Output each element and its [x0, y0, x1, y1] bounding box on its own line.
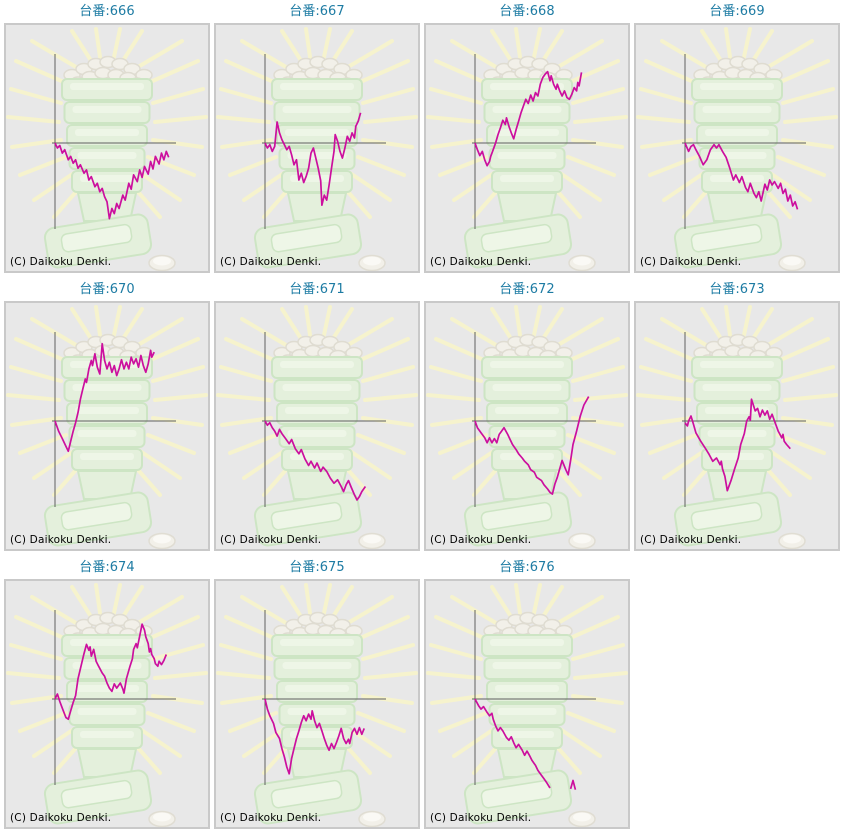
- slump-line: [264, 112, 362, 207]
- machine-cell: 台番:666 (C) Daikoku Denki.: [4, 2, 210, 273]
- line-layer: [54, 142, 170, 220]
- machine-artwork: [8, 29, 206, 271]
- slump-graph-panel: (C) Daikoku Denki.: [424, 301, 630, 551]
- machine-cell: 台番:667 (C) Daikoku Denki.: [214, 2, 420, 273]
- slump-graph-panel: (C) Daikoku Denki.: [214, 579, 420, 829]
- slump-chart-svg: [636, 303, 838, 549]
- line-layer: [474, 70, 583, 167]
- slump-graph-panel: (C) Daikoku Denki.: [214, 23, 420, 273]
- machine-cell: 台番:672 (C) Daikoku Denki.: [424, 280, 630, 551]
- slump-chart-svg: [426, 581, 628, 827]
- machine-cell: 台番:669 (C) Daikoku Denki.: [634, 2, 840, 273]
- machine-cell: 台番:674 (C) Daikoku Denki.: [4, 558, 210, 829]
- slump-chart-svg: [6, 25, 208, 271]
- copyright-label: (C) Daikoku Denki.: [430, 812, 532, 824]
- machine-artwork: [638, 29, 836, 271]
- copyright-label: (C) Daikoku Denki.: [430, 534, 532, 546]
- slump-chart-svg: [636, 25, 838, 271]
- machine-cell: 台番:671 (C) Daikoku Denki.: [214, 280, 420, 551]
- machine-artwork: [218, 585, 416, 827]
- slump-line: [569, 779, 577, 790]
- slump-chart-svg: [216, 303, 418, 549]
- slump-chart-svg: [6, 581, 208, 827]
- line-layer: [264, 698, 365, 775]
- machine-artwork: [8, 585, 206, 827]
- line-layer: [54, 623, 168, 721]
- copyright-label: (C) Daikoku Denki.: [640, 256, 742, 268]
- machine-cell: 台番:676 (C) Daikoku Denki.: [424, 558, 630, 829]
- machine-title: 台番:667: [289, 4, 345, 19]
- machine-title: 台番:676: [499, 560, 555, 575]
- machine-artwork: [428, 29, 626, 271]
- machine-artwork: [218, 29, 416, 271]
- machine-title: 台番:666: [79, 4, 135, 19]
- slump-graph-panel: (C) Daikoku Denki.: [4, 23, 210, 273]
- slump-line: [474, 698, 551, 789]
- slump-chart-svg: [426, 303, 628, 549]
- line-layer: [474, 698, 577, 790]
- machine-cell: 台番:673 (C) Daikoku Denki.: [634, 280, 840, 551]
- machine-cell: 台番:675 (C) Daikoku Denki.: [214, 558, 420, 829]
- copyright-label: (C) Daikoku Denki.: [430, 256, 532, 268]
- machine-title: 台番:669: [709, 4, 765, 19]
- slump-line: [54, 623, 168, 721]
- slump-line: [684, 398, 791, 492]
- line-layer: [684, 398, 791, 492]
- slump-graph-panel: (C) Daikoku Denki.: [4, 579, 210, 829]
- copyright-label: (C) Daikoku Denki.: [220, 534, 322, 546]
- machine-title: 台番:671: [289, 282, 345, 297]
- slump-graph-panel: (C) Daikoku Denki.: [634, 23, 840, 273]
- slump-chart-svg: [426, 25, 628, 271]
- slump-graph-panel: (C) Daikoku Denki.: [424, 579, 630, 829]
- slump-chart-svg: [216, 25, 418, 271]
- copyright-label: (C) Daikoku Denki.: [10, 256, 112, 268]
- slump-line: [474, 70, 583, 167]
- machine-artwork: [638, 307, 836, 549]
- machine-artwork: [218, 307, 416, 549]
- slump-graph-panel: (C) Daikoku Denki.: [424, 23, 630, 273]
- machine-artwork: [8, 307, 206, 549]
- copyright-label: (C) Daikoku Denki.: [10, 534, 112, 546]
- machine-title: 台番:673: [709, 282, 765, 297]
- slump-line: [54, 142, 170, 220]
- slump-graph-panel: (C) Daikoku Denki.: [4, 301, 210, 551]
- machine-title: 台番:668: [499, 4, 555, 19]
- line-layer: [54, 342, 155, 453]
- line-layer: [264, 112, 362, 207]
- slump-graph-panel: (C) Daikoku Denki.: [214, 301, 420, 551]
- slump-line: [264, 698, 365, 775]
- copyright-label: (C) Daikoku Denki.: [640, 534, 742, 546]
- machine-title: 台番:670: [79, 282, 135, 297]
- slump-chart-svg: [6, 303, 208, 549]
- machine-cell: 台番:670 (C) Daikoku Denki.: [4, 280, 210, 551]
- machine-title: 台番:672: [499, 282, 555, 297]
- slump-graph-panel: (C) Daikoku Denki.: [634, 301, 840, 551]
- machine-artwork: [428, 585, 626, 827]
- slump-line: [54, 342, 155, 453]
- copyright-label: (C) Daikoku Denki.: [220, 812, 322, 824]
- machine-artwork: [428, 307, 626, 549]
- slump-line: [684, 142, 799, 210]
- slump-line: [474, 396, 590, 495]
- copyright-label: (C) Daikoku Denki.: [10, 812, 112, 824]
- line-layer: [264, 420, 367, 501]
- machine-title: 台番:674: [79, 560, 135, 575]
- machine-title: 台番:675: [289, 560, 345, 575]
- line-layer: [684, 142, 799, 210]
- slump-line: [264, 420, 367, 501]
- machine-cell: 台番:668 (C) Daikoku Denki.: [424, 2, 630, 273]
- copyright-label: (C) Daikoku Denki.: [220, 256, 322, 268]
- slump-chart-svg: [216, 581, 418, 827]
- line-layer: [474, 396, 590, 495]
